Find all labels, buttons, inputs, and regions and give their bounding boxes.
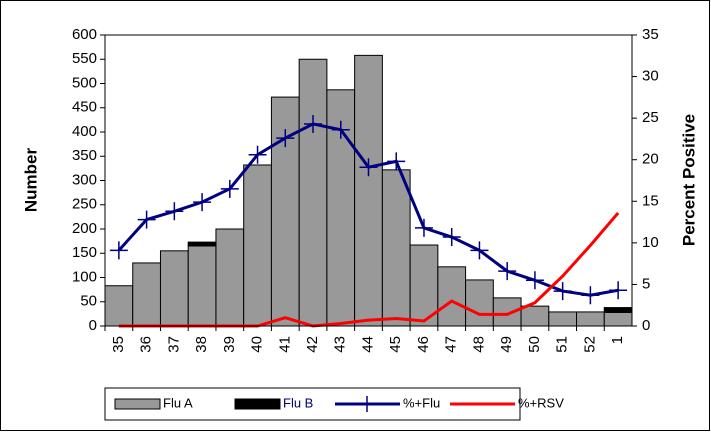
y-tick-label: 200 (72, 220, 97, 237)
bar (381, 169, 411, 327)
y-tick-label: 450 (72, 99, 97, 116)
marker (609, 281, 628, 300)
marker (304, 114, 323, 133)
legend-label: %+RSV (518, 395, 564, 410)
legend-swatch (114, 398, 161, 410)
x-tick-label: 42 (304, 336, 321, 353)
y-tick-label: 500 (72, 74, 97, 91)
legend-label: Flu B (283, 395, 313, 410)
legend-label: %+Flu (403, 395, 440, 410)
marker (109, 241, 128, 260)
bar (437, 266, 467, 327)
y2-axis-title: Percent Positive (679, 114, 698, 246)
y-tick-label: 350 (72, 147, 97, 164)
y2-tick-label: 0 (642, 317, 650, 334)
marker (553, 282, 572, 301)
x-tick-label: 49 (498, 336, 515, 353)
y-tick-label: 0 (89, 317, 97, 334)
marker (193, 193, 212, 212)
y2-tick-label: 35 (642, 26, 659, 43)
y-tick-label: 100 (72, 268, 97, 285)
bar (187, 245, 217, 327)
x-tick-label: 39 (221, 336, 238, 353)
marker (220, 179, 239, 198)
x-tick-label: 48 (470, 336, 487, 353)
bar (187, 241, 217, 247)
y-tick-label: 550 (72, 50, 97, 67)
y2-tick-label: 30 (642, 68, 659, 85)
y-tick-label: 600 (72, 26, 97, 43)
bar (104, 285, 134, 327)
bar (215, 228, 245, 327)
x-tick-label: 38 (193, 336, 210, 353)
x-tick-label: 40 (249, 336, 266, 353)
y-tick-label: 250 (72, 196, 97, 213)
x-tick-label: 43 (332, 336, 349, 353)
plot-frame (104, 34, 633, 327)
x-tick-label: 1 (609, 336, 626, 344)
marker (581, 286, 600, 305)
marker (470, 241, 489, 260)
bar (243, 164, 272, 327)
marker (525, 271, 544, 290)
marker (137, 210, 156, 229)
marker (498, 262, 517, 281)
x-tick-label: 35 (110, 336, 127, 353)
y2-tick-label: 15 (642, 192, 659, 209)
bar (492, 297, 522, 327)
marker (359, 158, 378, 177)
x-tick-label: 37 (165, 336, 182, 353)
x-tick-label: 36 (138, 336, 155, 353)
marker (442, 228, 461, 247)
bar (159, 250, 189, 327)
y-tick-label: 400 (72, 123, 97, 140)
x-tick-label: 44 (359, 336, 376, 353)
marker (248, 145, 267, 164)
x-tick-label: 41 (276, 336, 293, 353)
y-axis-title: Number (21, 148, 40, 213)
bar (576, 311, 605, 327)
x-tick-label: 47 (443, 336, 460, 353)
x-tick-label: 46 (415, 336, 432, 353)
x-tick-label: 51 (554, 336, 571, 353)
bar (354, 54, 383, 327)
marker (276, 129, 295, 148)
y-tick-label: 50 (80, 293, 97, 310)
bar (465, 279, 494, 327)
x-tick-label: 52 (581, 336, 598, 353)
bar (520, 305, 550, 327)
y2-tick-label: 5 (642, 275, 650, 292)
bar (603, 307, 633, 313)
legend-label: Flu A (163, 395, 193, 410)
y2-tick-label: 10 (642, 234, 659, 251)
y2-tick-label: 20 (642, 151, 659, 168)
y2-tick-label: 25 (642, 109, 659, 126)
marker (387, 152, 406, 171)
bar (132, 262, 161, 327)
marker (165, 202, 184, 221)
bar (298, 58, 328, 327)
marker (414, 218, 433, 237)
y-tick-label: 150 (72, 244, 97, 261)
x-tick-label: 50 (526, 336, 543, 353)
bar (409, 244, 439, 327)
marker (331, 120, 350, 139)
y-tick-label: 300 (72, 171, 97, 188)
bar (603, 311, 633, 327)
x-tick-label: 45 (387, 336, 404, 353)
bar (548, 311, 578, 327)
legend-swatch (234, 398, 281, 410)
